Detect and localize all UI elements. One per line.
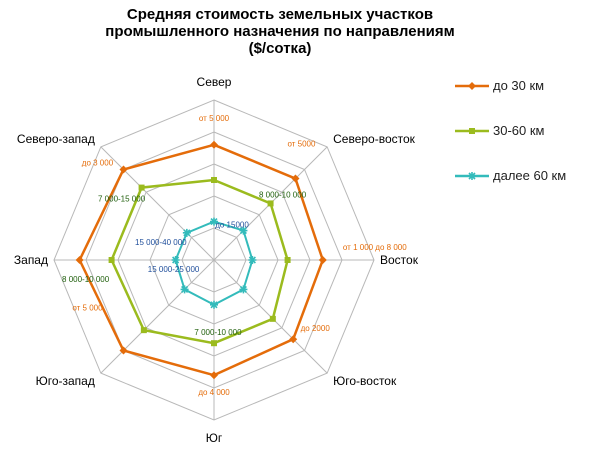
data-point-s1-southwest [119, 346, 128, 355]
data-point-s1-north [210, 140, 218, 149]
legend-swatch-series-3 [455, 172, 489, 180]
data-point-s1-northwest [119, 165, 128, 174]
chart-title-line-3: ($/сотка) [248, 40, 312, 57]
data-point-s2-northeast [267, 200, 274, 207]
legend-marker-3 [468, 172, 476, 180]
data-label-s1-north: от 5 000 [199, 114, 230, 123]
data-label-s2-northeast: 8 000-10 000 [259, 190, 307, 199]
data-label-s3-northwest: 15 000-40 000 [135, 238, 187, 247]
legend-label-series-1: до 30 км [493, 78, 545, 93]
data-label-s3-west: 15 000-25 000 [148, 265, 200, 274]
data-point-s3-northwest [182, 228, 191, 237]
data-label-s1-northeast: от 5000 [287, 140, 316, 149]
axis-label-northeast: Северо-восток [333, 132, 416, 146]
axis-spoke-northwest [100, 146, 215, 261]
data-point-s3-south [210, 300, 218, 309]
data-point-s3-southwest [180, 285, 189, 294]
axis-label-northwest: Северо-запад [17, 132, 95, 146]
data-point-s2-west [108, 257, 115, 263]
data-label-s2-northwest: 7 000-15 000 [98, 195, 146, 204]
data-point-s2-south [211, 340, 217, 347]
data-point-s2-northwest [138, 184, 145, 191]
chart-title-line-1: Средняя стоимость земельных участков [126, 6, 434, 23]
data-point-s3-north [210, 217, 218, 226]
axis-spoke-southwest [100, 259, 215, 374]
data-point-s1-east [318, 256, 327, 264]
axis-label-north: Север [197, 75, 232, 89]
data-point-s3-east [248, 256, 257, 264]
axis-label-south: Юг [206, 431, 223, 445]
axis-label-east: Восток [380, 253, 419, 267]
data-point-s3-southeast [239, 285, 248, 294]
legend-marker-2 [469, 128, 475, 134]
data-label-s1-east: от 1 000 до 8 000 [343, 243, 407, 252]
data-label-s1-southeast: до 2000 [301, 324, 331, 333]
chart-title-line-2: промышленного назначения по направлениям [105, 23, 455, 40]
legend-marker-1 [468, 82, 476, 90]
axis-label-west: Запад [14, 253, 48, 267]
data-point-s1-south [210, 371, 218, 380]
data-label-s2-south: 7 000-10 000 [194, 328, 242, 337]
data-label-s1-southwest: от 5 000 [72, 304, 103, 313]
data-label-s2-west: 8 000-10 000 [62, 275, 110, 284]
legend-label-series-3: далее 60 км [493, 168, 567, 183]
data-point-s2-southwest [140, 327, 147, 334]
data-point-s1-northeast [291, 174, 300, 183]
legend-label-series-2: 30-60 км [493, 123, 545, 138]
data-label-s1-south: до 4 000 [198, 388, 230, 397]
data-point-s2-east [284, 257, 291, 263]
data-point-s3-northeast [239, 226, 248, 235]
data-label-s3-north: до 15000 [215, 221, 249, 230]
data-point-s3-west [171, 256, 180, 264]
axis-label-southeast: Юго-восток [333, 374, 397, 388]
legend-swatch-series-1 [455, 82, 489, 90]
legend-swatch-series-2 [455, 128, 489, 134]
series-line-2 [110, 178, 289, 345]
axis-label-southwest: Юго-запад [36, 374, 95, 388]
data-point-s1-southeast [289, 335, 298, 344]
data-label-s1-northwest: до 3 000 [82, 158, 114, 167]
data-point-s2-southeast [269, 315, 276, 322]
data-point-s1-west [75, 256, 84, 264]
data-point-s2-north [211, 177, 217, 183]
chart-title: Средняя стоимость земельных участков про… [40, 6, 520, 57]
